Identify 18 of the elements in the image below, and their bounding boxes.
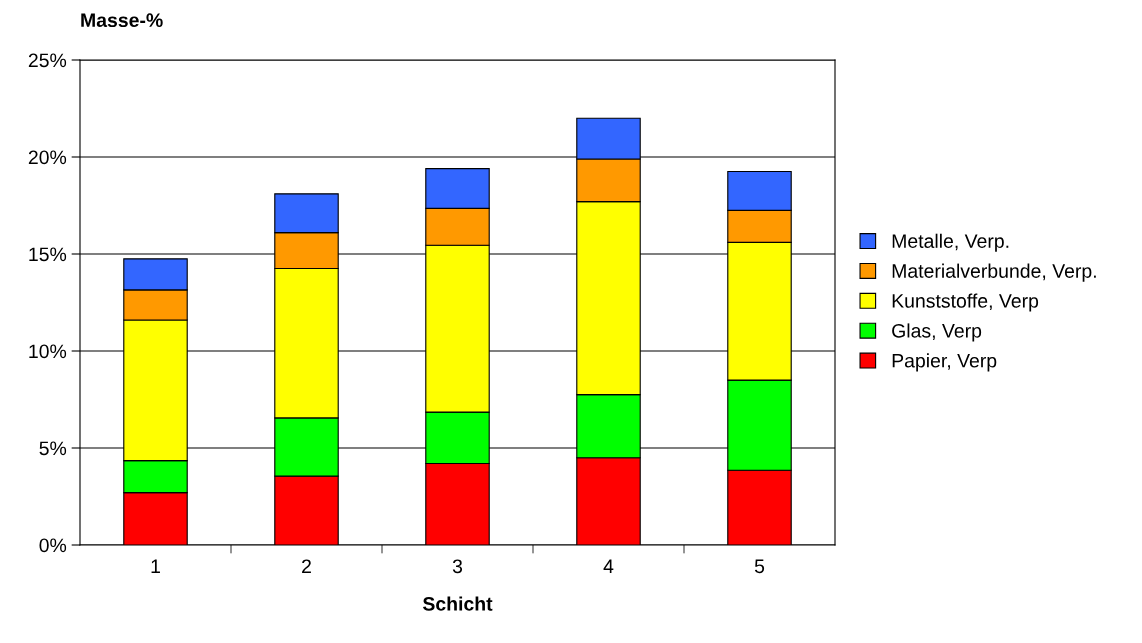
legend-label: Glas, Verp [892,323,982,342]
y-tick-label: 25% [28,53,67,68]
legend-label: Papier, Verp [892,353,997,372]
y-tick-label: 15% [29,247,67,262]
y-tick-label: 0% [39,538,67,553]
y-tick-label: 10% [29,344,67,359]
x-tick-label: 2 [302,559,311,573]
legend-label: Materialverbunde, Verp. [892,263,1096,282]
x-tick-label: 4 [603,559,614,573]
legend-label: Metalle, Verp. [892,233,1009,252]
x-tick-label: 3 [452,559,463,574]
x-axis-title: Schicht [422,596,493,611]
y-axis-title: Masse-% [81,13,163,28]
y-tick-label: 20% [28,150,67,165]
y-tick-label: 5% [39,441,67,456]
legend-label: Kunststoffe, Verp [892,293,1039,312]
x-tick-label: 5 [754,559,765,574]
x-tick-label: 1 [151,559,160,573]
